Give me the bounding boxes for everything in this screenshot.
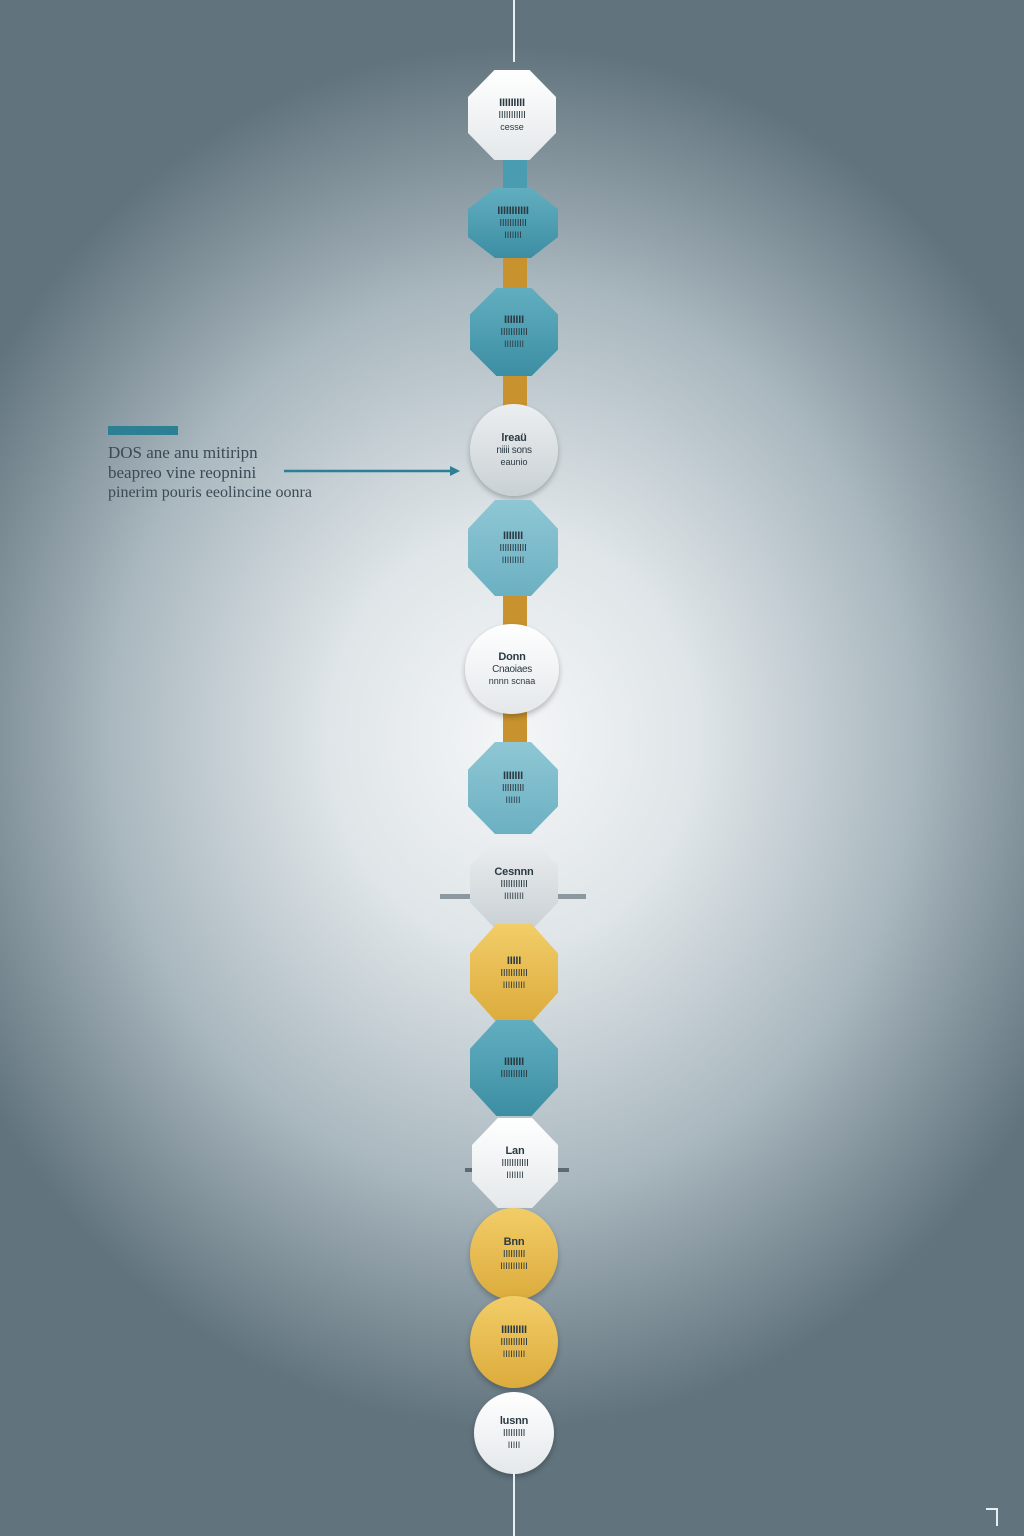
diagram-node-13: IIIIIIIII IIIIIIIIIII IIIIIIIII: [470, 1296, 558, 1388]
diagram-node-14: lusnn IIIIIIIII IIIII: [474, 1392, 554, 1474]
diagram-node-7: IIIIIII IIIIIIIII IIIIII: [468, 742, 558, 834]
node-caption: IIIIIIII: [503, 339, 524, 349]
node-heading: IIIIIIIII: [499, 97, 525, 109]
node-caption: IIIIIII: [504, 230, 522, 240]
node-text: IIIIIIIIIII: [499, 543, 527, 554]
node-caption: IIIIIIII: [503, 891, 524, 901]
node-text: IIIIIIIII: [501, 783, 525, 794]
diagram-node-11: Lan IIIIIIIIIII IIIIIII: [472, 1118, 558, 1208]
node-caption: IIIIII: [505, 795, 521, 805]
node-text: IIIIIIIII: [502, 1428, 526, 1439]
node-text: IIIIIIIIIII: [499, 218, 527, 229]
node-text: IIIIIIIIIII: [501, 1158, 529, 1169]
diagram-node-9: IIIII IIIIIIIIIII IIIIIIIII: [470, 924, 558, 1022]
node-heading: Cesnnn: [494, 866, 534, 878]
node-caption: IIIII: [507, 1440, 521, 1450]
annotation-callout: DOS ane anu mitiripn beapreo vine reopni…: [108, 426, 388, 503]
node-heading: Donn: [498, 651, 526, 663]
annotation-line: beapreo vine reopnini: [108, 463, 257, 482]
node-text: IIIIIIIIIII: [498, 110, 526, 121]
node-caption: eaunio: [500, 457, 528, 467]
annotation-line: DOS ane anu mitiripn: [108, 443, 258, 462]
node-caption: IIIIIIIII: [502, 980, 526, 990]
diagram-node-2: IIIIIIIIIII IIIIIIIIIII IIIIIII: [468, 188, 558, 258]
spine-top: [513, 0, 515, 62]
node-heading: lusnn: [499, 1415, 529, 1427]
node-heading: IIIIIIIIIII: [497, 205, 529, 217]
node-text: IIIIIIIIIII: [500, 1337, 528, 1348]
diagram-node-5: IIIIIII IIIIIIIIIII IIIIIIIII: [468, 500, 558, 596]
annotation-tag: [108, 426, 178, 435]
annotation-arrow-icon: [284, 466, 460, 476]
node-heading: IIIIIII: [504, 1055, 524, 1068]
connector: [503, 592, 527, 628]
node-heading: lreaü: [501, 432, 527, 444]
diagram-node-10: IIIIIII IIIIIIIIIII: [470, 1020, 558, 1116]
diagram-node-4: lreaü niiii sons eaunio: [470, 404, 558, 496]
node-heading: IIIIIII: [504, 314, 524, 326]
node-heading: IIIIIII: [503, 530, 523, 542]
corner-mark: [986, 1508, 998, 1526]
connector: [503, 256, 527, 294]
node-text: IIIIIIIIIII: [500, 327, 528, 338]
diagram-node-8: Cesnnn IIIIIIIIIII IIIIIIII: [470, 838, 558, 930]
node-caption: IIIIIIIIIII: [500, 1261, 528, 1271]
node-heading: IIIIIIIII: [501, 1324, 527, 1336]
diagram-node-3: IIIIIII IIIIIIIIIII IIIIIIII: [470, 288, 558, 376]
connector: [503, 374, 527, 408]
node-text: IIIIIIIIIII: [500, 879, 528, 890]
node-heading: IIIIIII: [503, 770, 523, 782]
node-text: Cnaoiaes: [492, 664, 532, 675]
diagram-node-12: Bnn IIIIIIIII IIIIIIIIIII: [470, 1208, 558, 1300]
spine-bottom: [513, 1472, 515, 1536]
node-heading: Bnn: [503, 1236, 525, 1248]
connector: [503, 710, 527, 746]
node-text: IIIIIIIII: [502, 1249, 526, 1260]
node-caption: IIIIIIIII: [502, 1349, 526, 1359]
node-text: IIIIIIIIIII: [500, 968, 528, 979]
node-text: IIIIIIIIIII: [500, 1068, 528, 1080]
node-heading: Lan: [505, 1145, 525, 1157]
annotation-line: pinerim pouris eeolincine oonra: [108, 484, 312, 501]
node-heading: IIIII: [506, 955, 522, 967]
diagram-node-1: IIIIIIIII IIIIIIIIIII cesse: [468, 70, 556, 160]
node-caption: IIIIIIIII: [501, 555, 525, 565]
diagram-node-6: Donn Cnaoiaes nnnn scnaa: [465, 624, 559, 714]
node-caption: IIIIIII: [506, 1170, 524, 1180]
node-text: niiii sons: [496, 445, 532, 456]
node-caption: nnnn scnaa: [488, 676, 536, 686]
node-caption: cesse: [500, 122, 524, 132]
